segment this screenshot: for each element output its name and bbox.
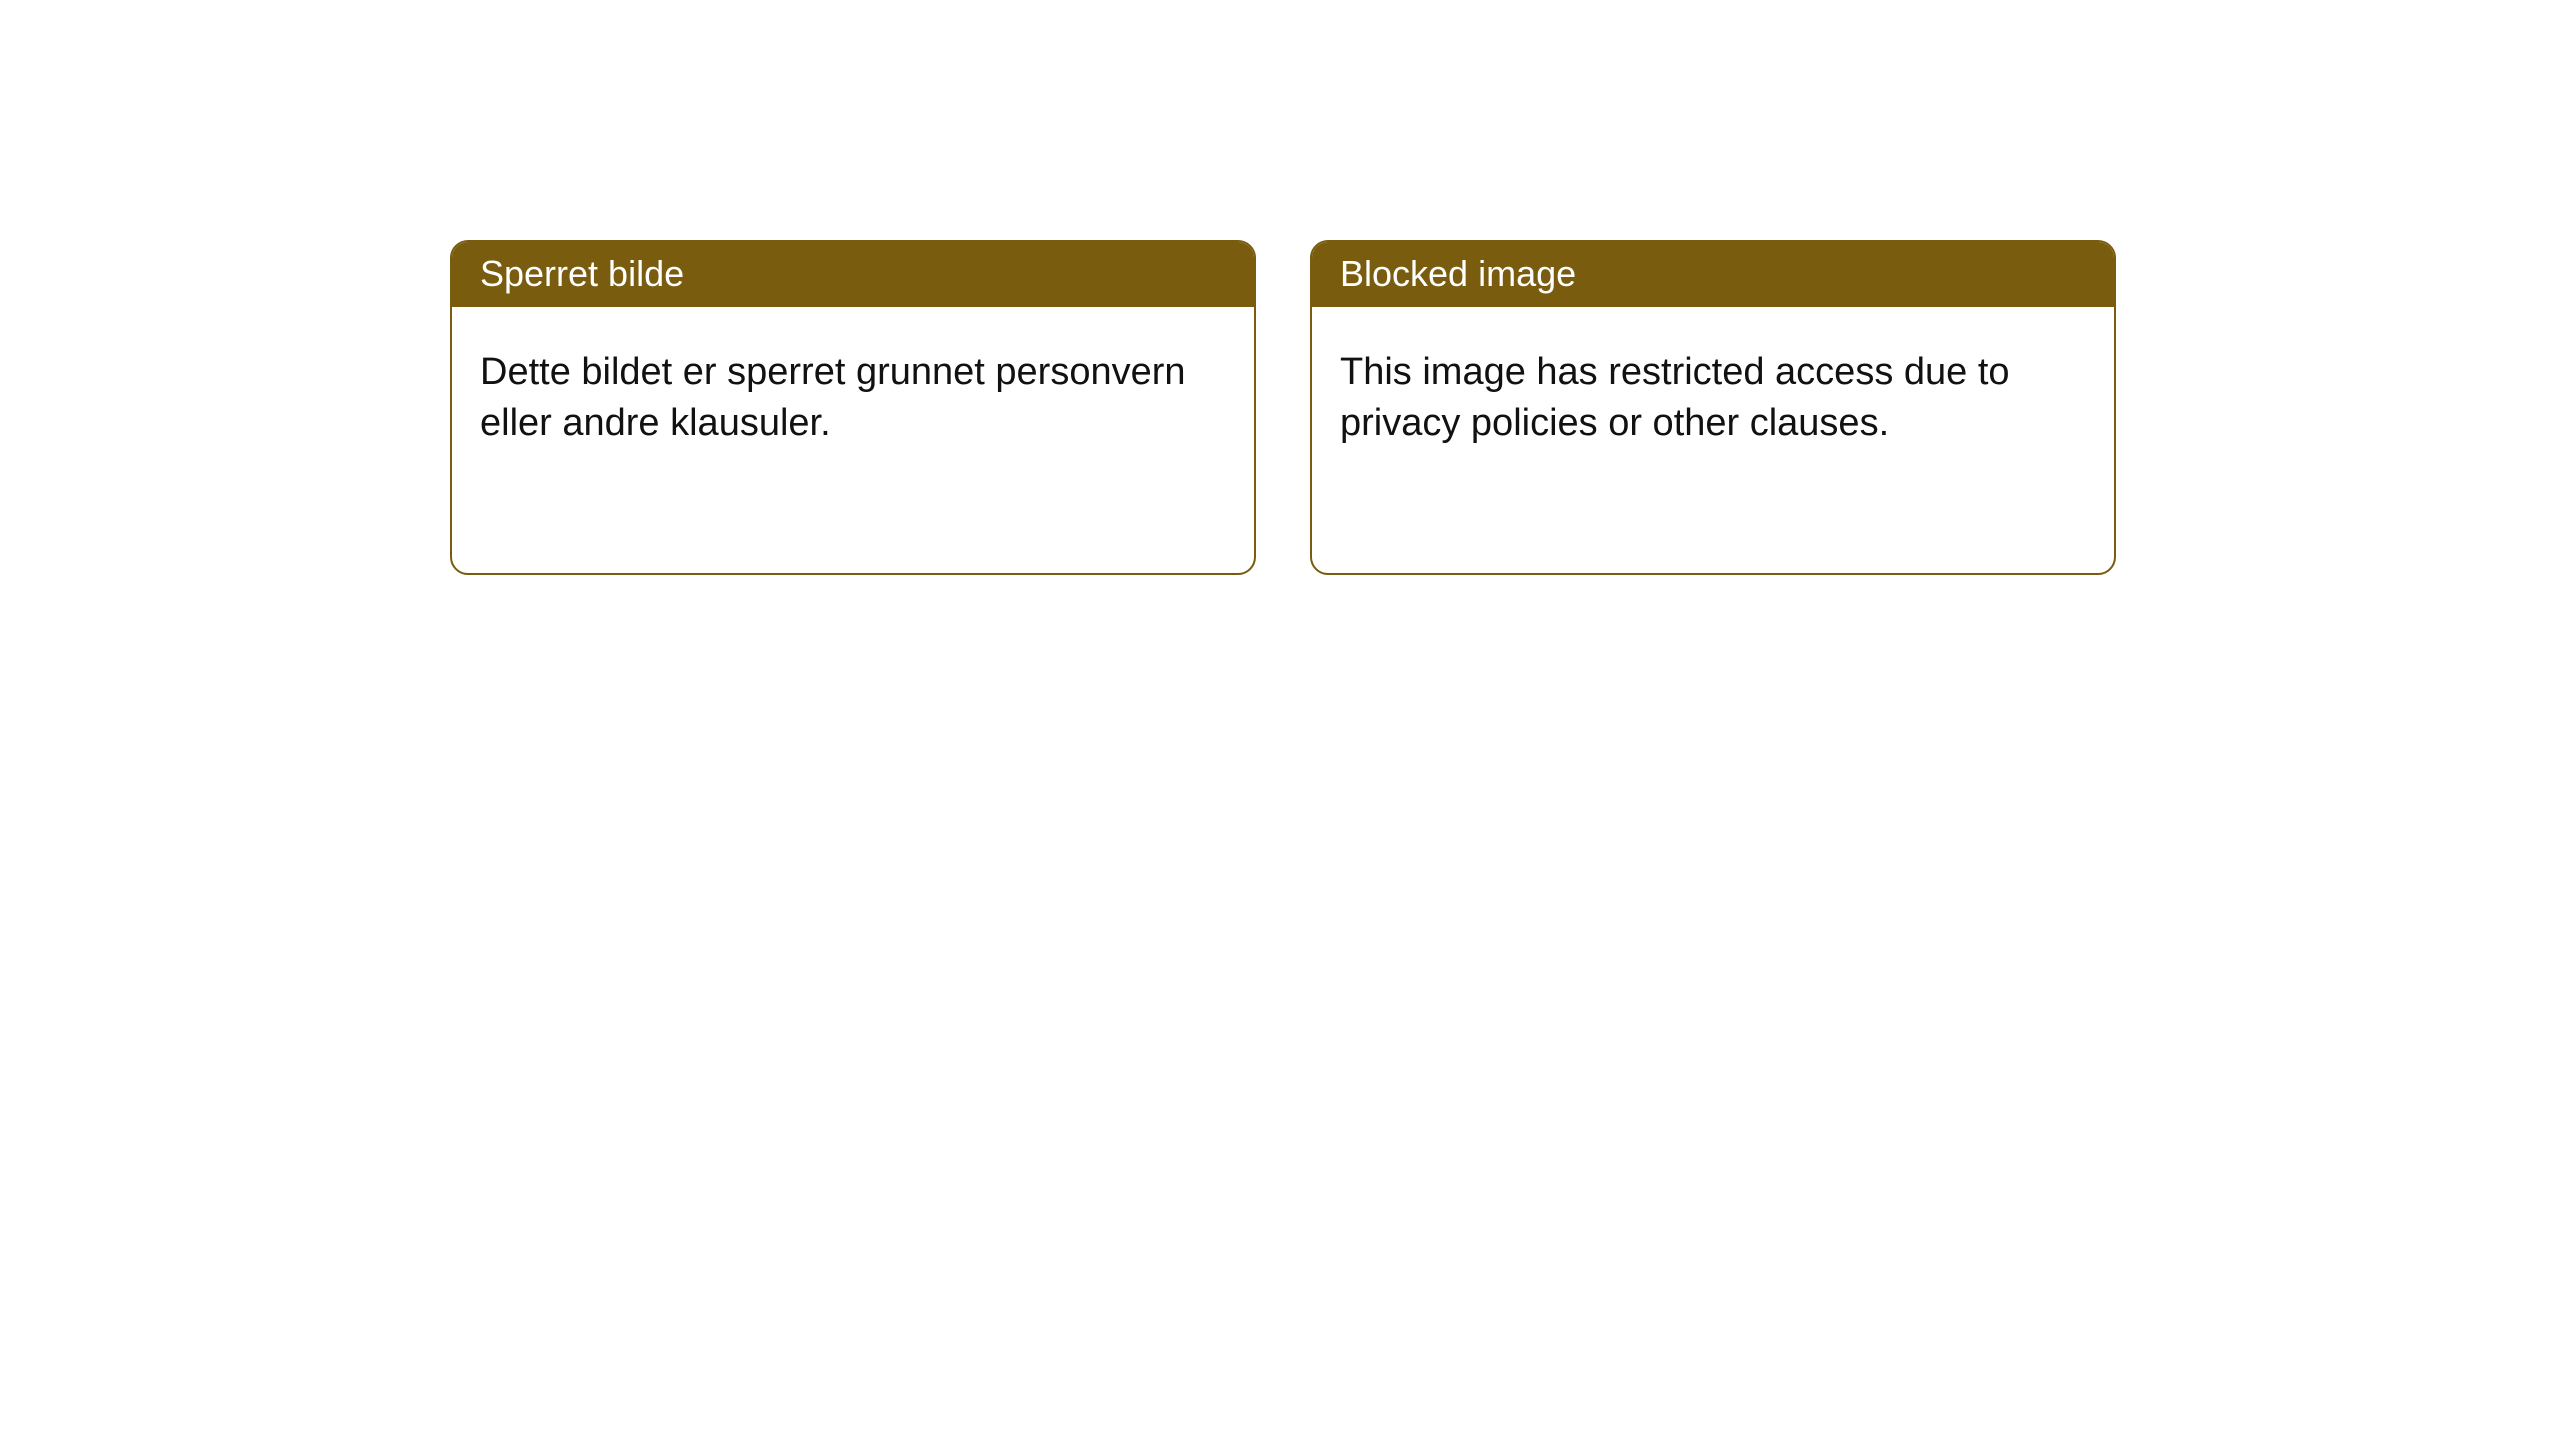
notice-title: Sperret bilde	[480, 253, 684, 294]
notice-header: Sperret bilde	[452, 242, 1254, 307]
notice-body: This image has restricted access due to …	[1312, 307, 2114, 478]
notice-title: Blocked image	[1340, 253, 1576, 294]
notice-card-english: Blocked image This image has restricted …	[1310, 240, 2116, 575]
notice-text: This image has restricted access due to …	[1340, 351, 2010, 444]
notice-container: Sperret bilde Dette bildet er sperret gr…	[0, 0, 2560, 575]
notice-header: Blocked image	[1312, 242, 2114, 307]
notice-body: Dette bildet er sperret grunnet personve…	[452, 307, 1254, 478]
notice-card-norwegian: Sperret bilde Dette bildet er sperret gr…	[450, 240, 1256, 575]
notice-text: Dette bildet er sperret grunnet personve…	[480, 351, 1186, 444]
